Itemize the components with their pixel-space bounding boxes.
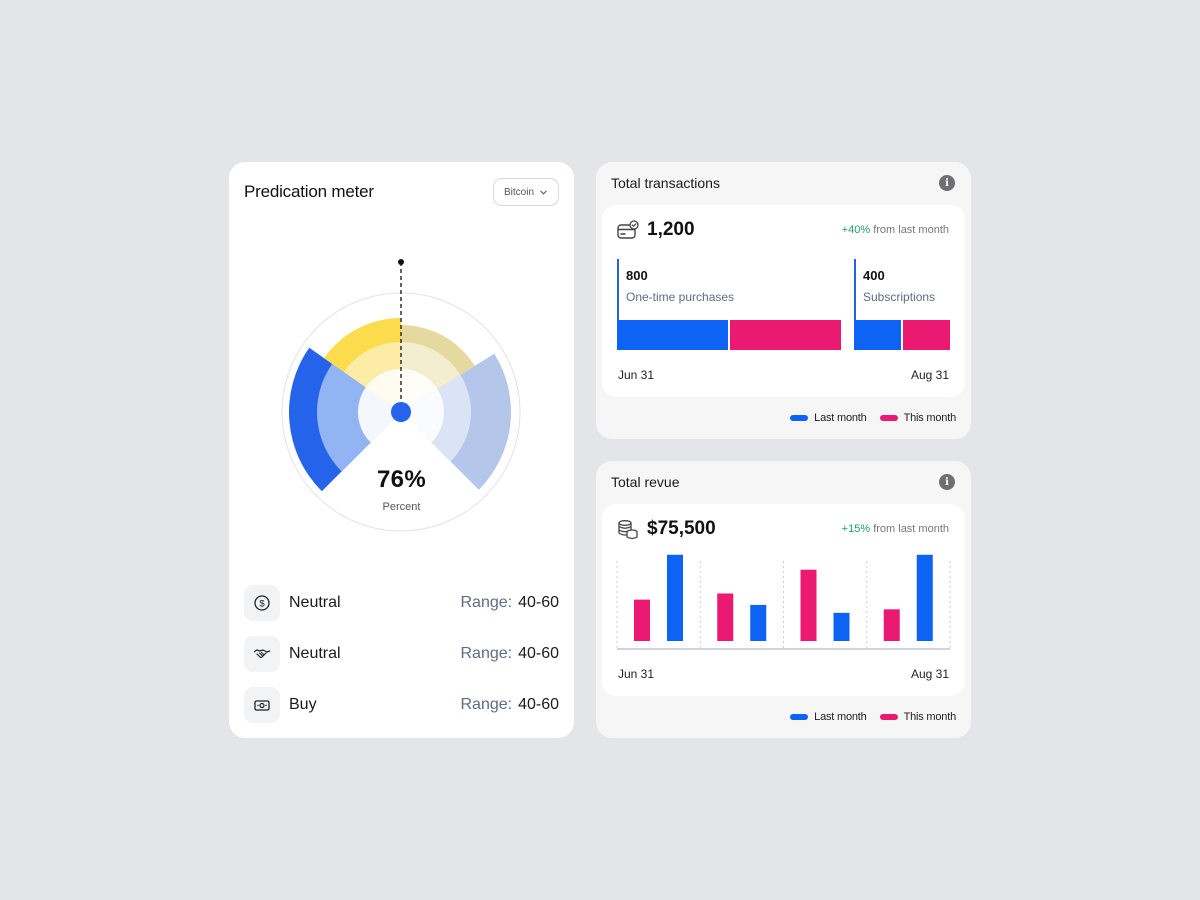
bar-this-month <box>883 609 900 641</box>
group-label: Subscriptions <box>863 290 936 304</box>
date-end: Aug 31 <box>910 368 949 382</box>
change-text: from last month <box>873 523 949 535</box>
bar-last-month <box>916 554 933 641</box>
coins-stack-icon <box>618 520 638 540</box>
total-transactions-card: Total transactions i 1,200 +40% from las… <box>596 162 971 439</box>
change-percent: +40% <box>841 224 871 236</box>
signal-label: Neutral <box>289 645 341 662</box>
legend-swatch <box>879 415 898 421</box>
legend-swatch <box>879 714 898 720</box>
group-label: One-time purchases <box>626 290 735 304</box>
legend-label: Last month <box>814 412 867 424</box>
handshake-icon <box>244 636 280 672</box>
meter-title: Predication meter <box>244 182 374 201</box>
change-indicator: +15% from last month <box>842 523 949 535</box>
signal-row: Neutral Range: 40-60 <box>244 636 559 672</box>
range-key: Range: <box>460 645 513 662</box>
bar-this-month <box>634 599 650 641</box>
stat-value: $75,500 <box>647 518 716 539</box>
group-count: 400 <box>863 268 885 283</box>
legend-swatch <box>790 415 809 421</box>
date-start: Jun 31 <box>618 368 655 382</box>
dollar-coin-icon: $ <box>244 585 280 621</box>
card-check-icon <box>617 220 639 239</box>
gauge-value: 76% <box>377 466 426 493</box>
card-body: 1,200 +40% from last month 800 One-time … <box>602 205 965 397</box>
signal-row: Buy Range: 40-60 <box>244 687 559 723</box>
signal-range: Range: 40-60 <box>460 645 559 663</box>
bar-last-month <box>617 320 728 350</box>
bar-this-month <box>903 320 950 350</box>
bar-this-month <box>800 569 817 641</box>
stat-value: 1,200 <box>647 219 695 240</box>
banknote-icon <box>244 687 280 723</box>
change-indicator: +40% from last month <box>842 224 949 236</box>
date-end: Aug 31 <box>910 667 949 681</box>
info-icon[interactable]: i <box>939 175 955 191</box>
gauge-center-dot <box>391 402 411 422</box>
gauge-needle-tip <box>398 259 404 265</box>
signal-label: Neutral <box>289 594 341 611</box>
range-key: Range: <box>460 594 513 611</box>
svg-text:$: $ <box>259 599 265 610</box>
group-marker <box>617 259 619 349</box>
signal-range: Range: 40-60 <box>460 696 559 714</box>
card-title: Total transactions <box>611 175 720 191</box>
prediction-gauge <box>281 259 521 532</box>
gauge-caption: Percent <box>382 501 421 513</box>
signal-label: Buy <box>289 696 317 713</box>
legend-item-last-month: Last month <box>790 412 867 424</box>
bar-last-month <box>854 320 901 350</box>
legend-item-last-month: Last month <box>790 711 867 723</box>
range-value: 40-60 <box>518 696 559 713</box>
chevron-down-icon <box>540 190 547 194</box>
legend-label: Last month <box>814 711 867 723</box>
bar-last-month <box>667 554 683 641</box>
change-percent: +15% <box>841 523 871 535</box>
revenue-bar-chart <box>616 554 951 650</box>
signal-range: Range: 40-60 <box>460 594 559 612</box>
bar-last-month <box>750 604 767 641</box>
legend-item-this-month: This month <box>879 711 957 723</box>
signal-row: $ Neutral Range: 40-60 <box>244 585 559 621</box>
group-count: 800 <box>626 268 648 283</box>
prediction-meter-card: Predication meter Bitcoin 76% Percent $ … <box>229 162 574 738</box>
bar-last-month <box>833 612 850 641</box>
card-title: Total revue <box>611 474 680 490</box>
info-icon[interactable]: i <box>939 474 955 490</box>
range-value: 40-60 <box>518 594 559 611</box>
group-marker <box>854 259 856 349</box>
legend: Last month This month <box>790 412 956 424</box>
legend: Last month This month <box>790 711 956 723</box>
asset-select[interactable]: Bitcoin <box>493 178 559 206</box>
date-start: Jun 31 <box>618 667 655 681</box>
legend-item-this-month: This month <box>879 412 957 424</box>
change-text: from last month <box>873 224 949 236</box>
legend-label: This month <box>903 711 957 723</box>
bar-this-month <box>730 320 841 350</box>
range-key: Range: <box>460 696 513 713</box>
card-body: $75,500 +15% from last month Jun 31 Aug … <box>602 504 965 696</box>
bar-this-month <box>717 593 734 641</box>
legend-swatch <box>790 714 809 720</box>
asset-select-value: Bitcoin <box>503 186 534 198</box>
range-value: 40-60 <box>518 645 559 662</box>
total-revenue-card: Total revue i $75,500 +15% from last mon… <box>596 461 971 738</box>
legend-label: This month <box>903 412 957 424</box>
